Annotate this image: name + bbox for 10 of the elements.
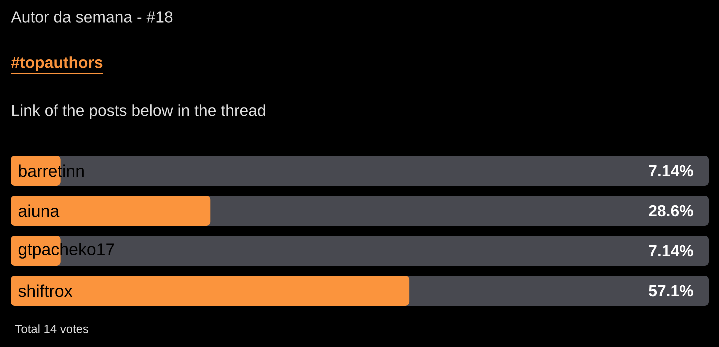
chart-subtitle: #topauthors (11, 56, 103, 72)
text: Link of the posts below in the thread (12, 104, 266, 120)
y-tick-label: shiftrox (18, 284, 73, 298)
text: Total 14 votes (15, 324, 89, 334)
data-label: 7.14% (649, 165, 694, 177)
y-tick-label: aiuna (18, 204, 60, 218)
chart-title: Autor da semana - #18 (11, 11, 173, 23)
data-label: 7.14% (649, 245, 694, 257)
data-label: 28.6% (649, 205, 694, 217)
data-label: 57.1% (649, 285, 694, 297)
